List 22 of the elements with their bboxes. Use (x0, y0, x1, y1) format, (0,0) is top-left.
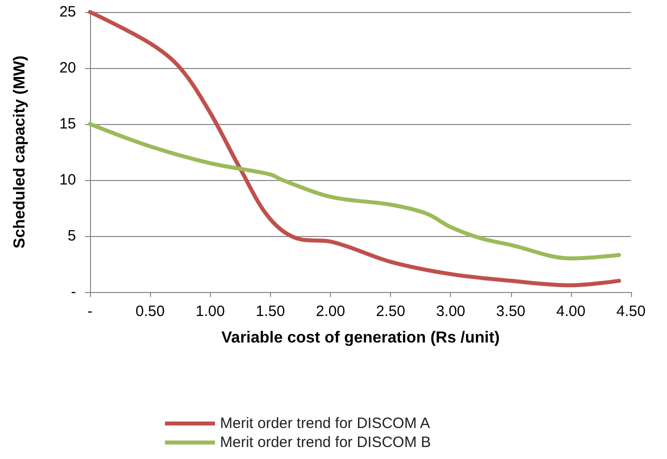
y-axis-title: Scheduled capacity (MW) (12, 56, 28, 248)
x-tick-label: 4.50 (616, 303, 646, 320)
legend-label: Merit order trend for DISCOM A (220, 415, 430, 432)
y-tick-label: - (71, 284, 76, 300)
line-series (88, 10, 621, 288)
y-tick-label: 25 (59, 4, 76, 20)
x-tick-label: 2.00 (316, 303, 346, 320)
x-tick-label: 3.00 (436, 303, 466, 320)
x-tick-label: 1.50 (256, 303, 285, 320)
y-tick-label: 20 (59, 60, 76, 76)
x-tick-label: 4.00 (556, 303, 586, 320)
x-tick-label: - (88, 303, 92, 320)
legend-label: Merit order trend for DISCOM B (220, 434, 431, 451)
y-tick-label: 15 (59, 116, 76, 132)
y-tick-label: 10 (59, 172, 76, 188)
y-tick-label: 5 (68, 228, 76, 244)
x-tick-label: 0.50 (136, 303, 165, 320)
x-tick-label: 1.00 (196, 303, 225, 320)
x-axis-title: Variable cost of generation (Rs /unit) (221, 330, 500, 346)
x-tick-label: 3.50 (496, 303, 526, 320)
line-series (88, 122, 621, 260)
x-tick-label: 2.50 (376, 303, 406, 320)
